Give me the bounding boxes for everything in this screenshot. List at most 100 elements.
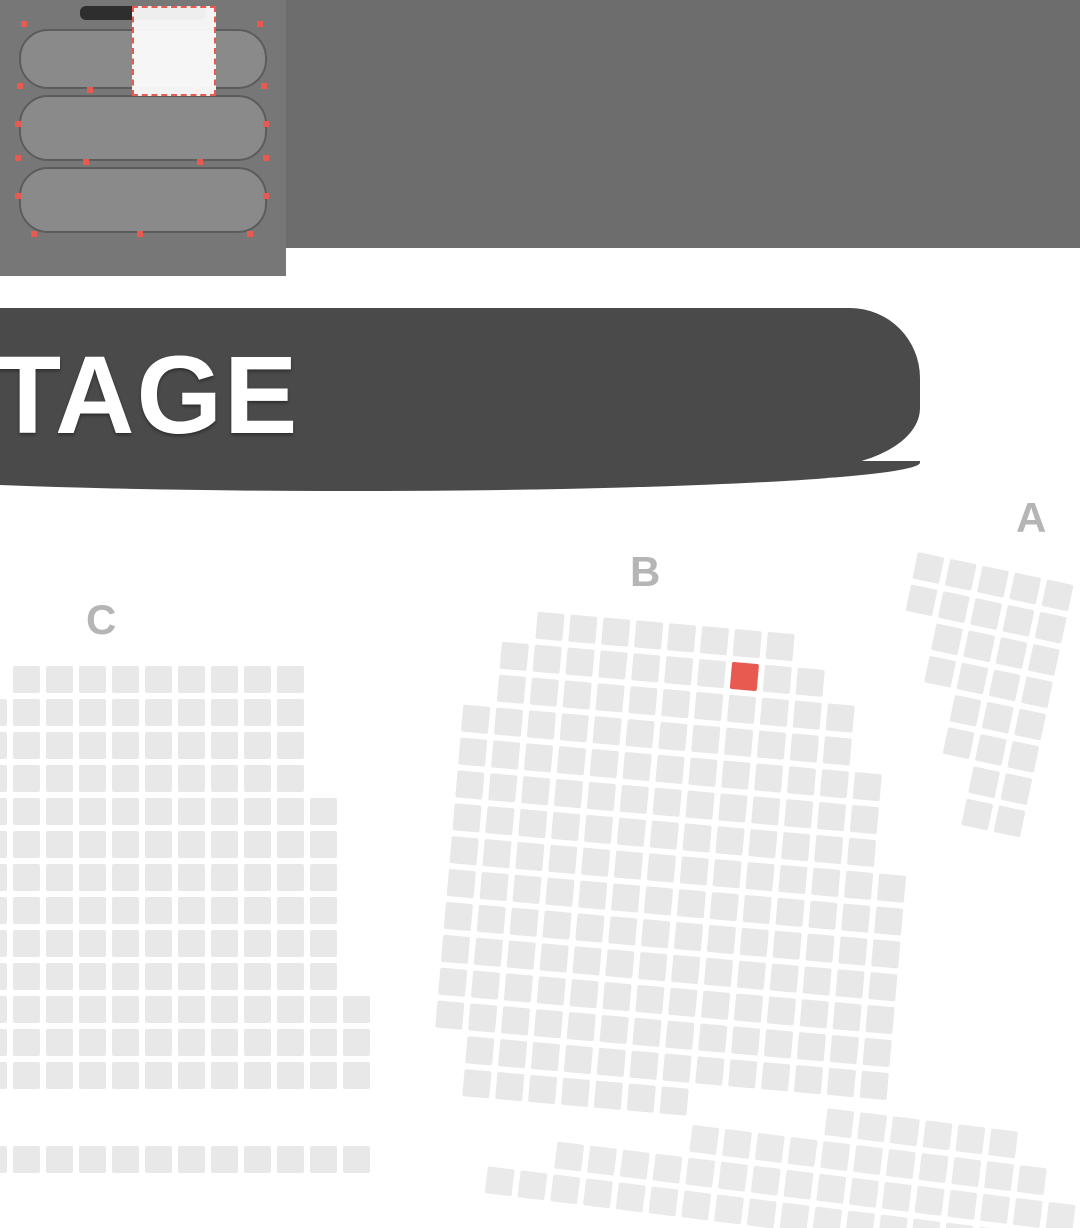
minimap-viewport[interactable] [132,6,216,96]
seat[interactable] [277,930,304,957]
seat[interactable] [211,699,238,726]
seat[interactable] [112,699,139,726]
seat[interactable] [310,798,337,825]
seat[interactable] [0,732,7,759]
seat[interactable] [794,1065,823,1094]
seat[interactable] [455,770,484,799]
seat[interactable] [474,938,503,967]
seat[interactable] [783,1170,813,1200]
seat[interactable] [593,716,622,745]
seat[interactable] [145,897,172,924]
seat[interactable] [740,928,769,957]
seat[interactable] [963,630,995,662]
seat[interactable] [572,946,601,975]
seat[interactable] [79,765,106,792]
seat[interactable] [485,1166,515,1196]
seat[interactable] [600,1015,629,1044]
seat[interactable] [823,736,852,765]
seat[interactable] [112,897,139,924]
seat[interactable] [760,698,789,727]
seat[interactable] [211,963,238,990]
seat[interactable] [691,725,720,754]
seat[interactable] [1002,605,1034,637]
seat[interactable] [458,737,487,766]
seat[interactable] [623,752,652,781]
seat[interactable] [145,699,172,726]
seat[interactable] [112,765,139,792]
seat[interactable] [244,699,271,726]
seat[interactable] [849,1178,879,1208]
seat[interactable] [46,831,73,858]
seat[interactable] [145,1146,172,1173]
seat[interactable] [945,559,977,591]
seat[interactable] [721,761,750,790]
seat-selected[interactable] [730,662,759,691]
seat[interactable] [0,798,7,825]
seat[interactable] [145,963,172,990]
seat[interactable] [46,666,73,693]
seat[interactable] [634,620,663,649]
seat[interactable] [808,901,837,930]
seat[interactable] [79,897,106,924]
seat[interactable] [178,1146,205,1173]
seat[interactable] [491,740,520,769]
seat[interactable] [0,864,7,891]
seat[interactable] [601,618,630,647]
seat[interactable] [931,623,963,655]
seat[interactable] [0,930,7,957]
seat[interactable] [244,963,271,990]
seat[interactable] [764,1029,793,1058]
seat[interactable] [244,930,271,957]
seat[interactable] [820,769,849,798]
seat[interactable] [755,1133,785,1163]
seat[interactable] [13,765,40,792]
seat[interactable] [112,930,139,957]
seat[interactable] [667,623,696,652]
seat[interactable] [545,878,574,907]
seat[interactable] [681,1190,711,1220]
seat[interactable] [244,897,271,924]
seat[interactable] [853,1145,883,1175]
seat[interactable] [112,996,139,1023]
seat[interactable] [244,732,271,759]
seat[interactable] [727,695,756,724]
seat[interactable] [923,1120,953,1150]
seat[interactable] [310,996,337,1023]
seat[interactable] [947,1190,977,1220]
seat[interactable] [277,798,304,825]
seat[interactable] [718,793,747,822]
seat[interactable] [814,835,843,864]
seat[interactable] [787,766,816,795]
seat[interactable] [800,999,829,1028]
seat[interactable] [598,650,627,679]
seat[interactable] [617,818,646,847]
seat[interactable] [977,566,1009,598]
seat[interactable] [462,1069,491,1098]
seat[interactable] [685,791,714,820]
seat[interactable] [886,1149,916,1179]
seat[interactable] [0,1146,7,1173]
seat[interactable] [0,996,7,1023]
seat[interactable] [145,798,172,825]
seat[interactable] [310,963,337,990]
seat[interactable] [797,1032,826,1061]
seat[interactable] [211,1146,238,1173]
seat[interactable] [277,699,304,726]
seat[interactable] [178,798,205,825]
seat[interactable] [211,930,238,957]
seat[interactable] [698,1024,727,1053]
seat[interactable] [46,1062,73,1089]
seat[interactable] [441,935,470,964]
seat[interactable] [841,904,870,933]
seat[interactable] [211,666,238,693]
seat[interactable] [112,666,139,693]
seat[interactable] [510,908,539,937]
seat[interactable] [178,699,205,726]
seat[interactable] [661,689,690,718]
seat[interactable] [533,645,562,674]
seat[interactable] [1028,644,1060,676]
seat[interactable] [980,1194,1010,1224]
seat[interactable] [46,1146,73,1173]
seat[interactable] [793,701,822,730]
seat[interactable] [635,985,664,1014]
